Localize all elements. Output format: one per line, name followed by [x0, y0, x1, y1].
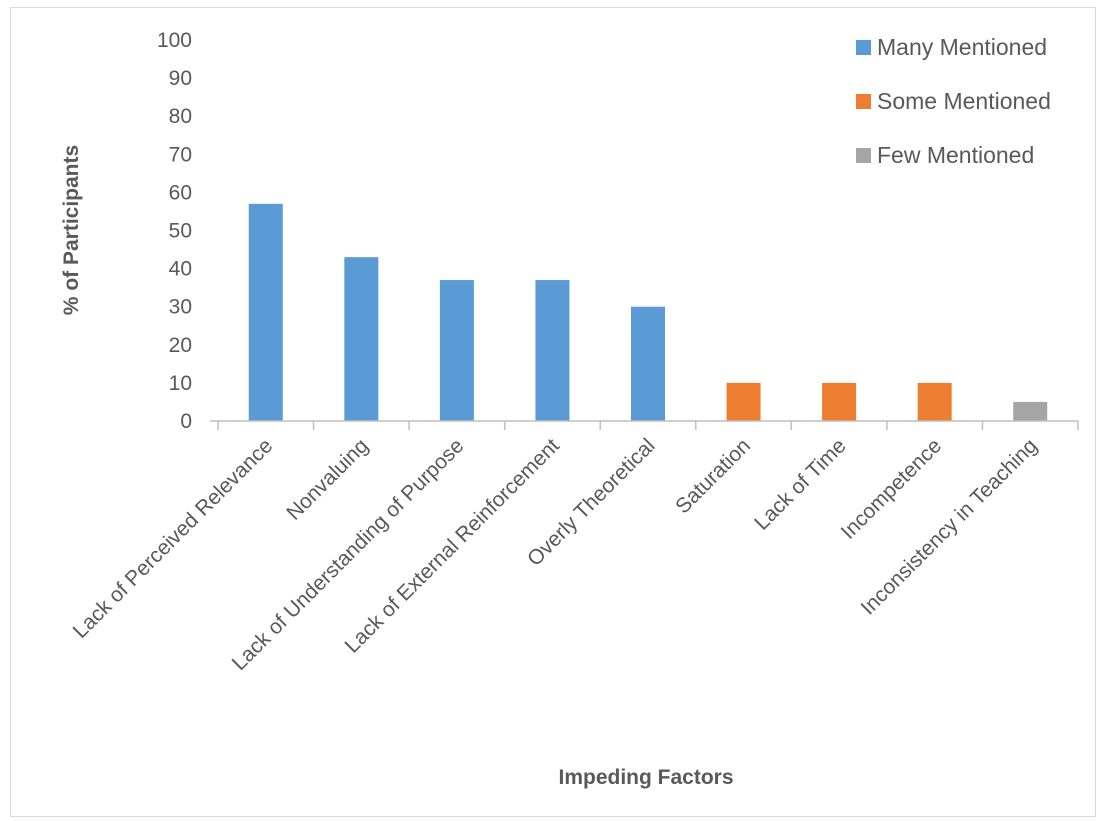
- y-tick-label: 100: [157, 29, 192, 52]
- x-category-label: Lack of Perceived Relevance: [69, 434, 278, 643]
- y-tick-label: 60: [169, 181, 192, 204]
- y-axis-title: % of Participants: [60, 145, 83, 315]
- bars: [248, 203, 1048, 421]
- x-category-label: Inconsistency in Teaching: [857, 434, 1042, 619]
- legend-swatch: [856, 148, 871, 163]
- y-tick-label: 40: [169, 258, 192, 281]
- bar: [535, 280, 570, 421]
- y-tick-label: 10: [169, 372, 192, 395]
- x-axis-title: Impeding Factors: [558, 766, 733, 789]
- bar: [631, 306, 665, 421]
- legend-label: Many Mentioned: [877, 34, 1047, 60]
- y-tick-label: 70: [169, 143, 192, 166]
- x-category-label: Lack of Time: [750, 434, 850, 534]
- legend: Many Mentioned Some Mentioned Few Mentione…: [856, 34, 1051, 168]
- x-axis-ticks: [217, 421, 1079, 430]
- legend-label: Some Mentioned: [877, 88, 1051, 114]
- bar: [822, 382, 857, 421]
- y-tick-label: 30: [169, 296, 192, 319]
- x-category-label: Nonvaluing: [282, 434, 373, 525]
- x-category-label: Incompetence: [837, 434, 947, 544]
- bar: [439, 280, 474, 421]
- y-tick-label: 80: [169, 105, 192, 128]
- x-category-label: Saturation: [671, 434, 755, 518]
- y-tick-label: 50: [169, 220, 192, 243]
- legend-swatch: [856, 94, 871, 109]
- bar: [248, 203, 283, 421]
- y-tick-label: 0: [180, 410, 192, 433]
- y-tick-label: 90: [169, 67, 192, 90]
- bar: [344, 257, 379, 421]
- y-axis-ticks: 0 10 20 30 40 50 60 70 80 90 100: [157, 29, 192, 433]
- legend-label: Few Mentioned: [877, 142, 1034, 168]
- bar: [726, 382, 761, 421]
- category-labels: Lack of Perceived Relevance Nonvaluing Lac…: [69, 434, 1042, 675]
- bar: [917, 382, 952, 421]
- bar: [1013, 401, 1048, 421]
- y-tick-label: 20: [169, 334, 192, 357]
- legend-swatch: [856, 40, 871, 55]
